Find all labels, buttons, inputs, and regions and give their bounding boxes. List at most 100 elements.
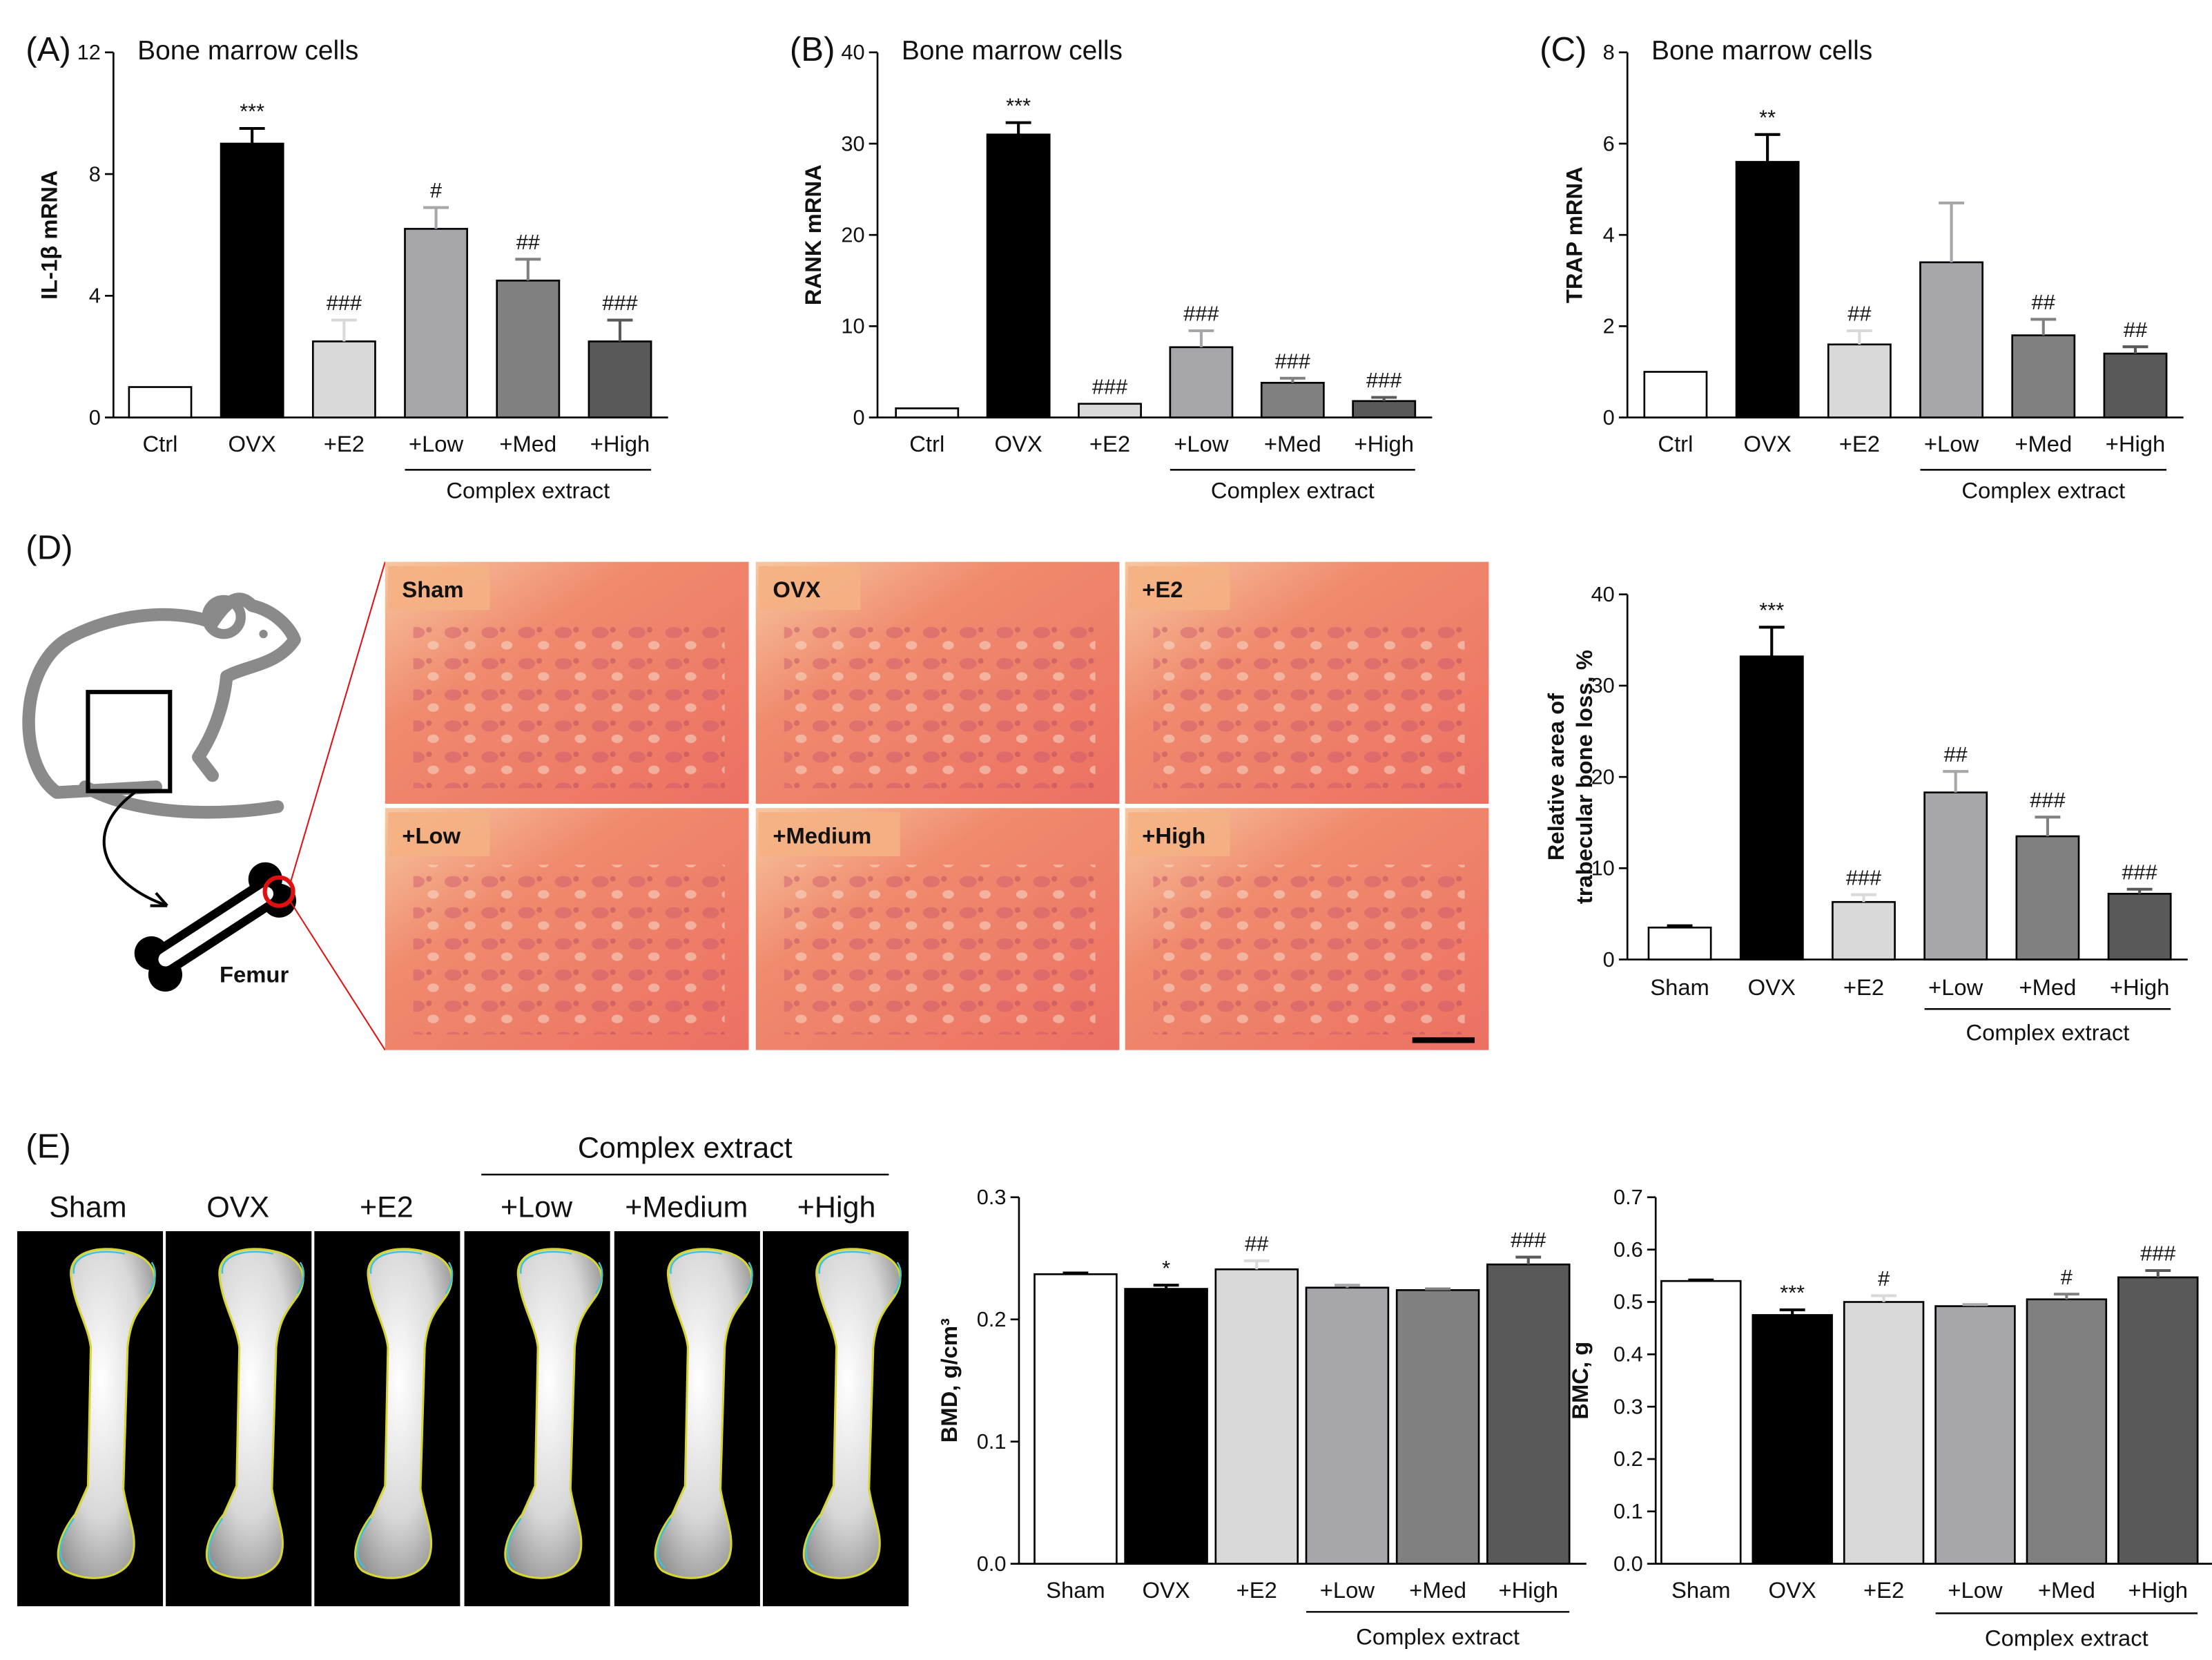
bar: [404, 228, 469, 418]
mouse-eye: [259, 630, 268, 639]
significance-label: ###: [1092, 374, 1127, 398]
bar: [2103, 352, 2168, 418]
image-label: Sham: [49, 1191, 126, 1224]
significance-label: ##: [1944, 742, 1968, 766]
group-label: Complex extract: [1211, 477, 1375, 503]
bar-chart: 0 10 20 30 40(B) Bone marrow cells RANK mRNA Ct…: [790, 30, 1433, 503]
histology-image: +E2: [1125, 561, 1489, 804]
x-tick-label: +Med: [1264, 431, 1321, 456]
significance-label: ##: [516, 230, 540, 254]
significance-label: ###: [1511, 1228, 1546, 1252]
x-tick-label: +High: [2106, 431, 2166, 456]
significance-label: ##: [2124, 318, 2147, 342]
error-bar: [1188, 329, 1214, 347]
y-tick-label: 0.5: [1613, 1290, 1643, 1314]
image-label: +Low: [402, 822, 460, 848]
x-tick-label: +Low: [409, 431, 464, 456]
y-axis-label: IL-1β mRNA: [36, 170, 61, 300]
x-tick-label: Ctrl: [142, 431, 177, 456]
bar: [2117, 1276, 2199, 1565]
error-bar: [1758, 626, 1785, 657]
significance-label: ***: [1759, 598, 1784, 622]
y-tick-label: 0.1: [1613, 1499, 1643, 1523]
image-label: +Low: [501, 1191, 573, 1224]
schematic: Femur (D): [22, 529, 386, 1051]
error-bar: [1515, 1255, 1542, 1265]
x-tick-label: +Med: [2019, 974, 2076, 1000]
significance-label: ##: [1847, 302, 1871, 326]
significance-label: ###: [2122, 860, 2157, 884]
bar: [1034, 1273, 1118, 1565]
marrow-texture: [413, 618, 725, 789]
histology-image: OVX: [755, 561, 1120, 804]
dxa-image: +Low: [464, 1191, 610, 1607]
y-tick-label: 0: [89, 405, 101, 430]
y-axis-label: BMC, g: [1567, 1342, 1593, 1420]
significance-label: ##: [2032, 290, 2055, 314]
bar: [1643, 371, 1708, 418]
bar: [2107, 893, 2172, 961]
bar: [588, 340, 652, 418]
charts: 0 4 8 12(A) Bone marrow cells IL-1β mRNA Ctrl *…: [26, 30, 2212, 1651]
y-tick-label: 8: [1603, 40, 1615, 64]
x-tick-label: +E2: [324, 431, 365, 456]
image-label: +High: [797, 1191, 876, 1224]
label-box: [758, 812, 900, 856]
x-tick-label: OVX: [229, 431, 276, 456]
bar: [1395, 1289, 1480, 1565]
error-bar: [1779, 1308, 1805, 1315]
error-bar: [1279, 376, 1306, 383]
chart-title: Bone marrow cells: [1651, 36, 1872, 66]
y-axis-label: RANK mRNA: [800, 164, 826, 305]
significance-label: ###: [2030, 788, 2065, 812]
bar: [895, 407, 960, 418]
bar: [2015, 835, 2080, 961]
bar-chart: 0 10 20 30 40 Relative area of trabecular bone…: [1543, 582, 2188, 1045]
y-tick-label: 0.4: [1613, 1342, 1643, 1367]
y-tick-label: 30: [1591, 673, 1615, 697]
histology-image: +Low: [385, 808, 749, 1050]
significance-label: ***: [1780, 1281, 1805, 1305]
significance-label: #: [430, 178, 442, 202]
bar: [1752, 1314, 1833, 1565]
region-box: [86, 690, 173, 793]
x-tick-label: Ctrl: [1658, 431, 1693, 456]
dxa-images: (E) Complex extract Sham OVX +E2 +Low +Mediu…: [17, 1127, 909, 1607]
significance-label: #: [1878, 1266, 1890, 1291]
dxa-image: +E2: [314, 1191, 460, 1607]
bar: [1260, 382, 1325, 418]
marrow-texture: [1153, 618, 1465, 789]
bar: [1923, 791, 1988, 961]
bar: [1739, 655, 1804, 961]
x-tick-label: OVX: [995, 431, 1042, 456]
dxa-image: +Medium: [614, 1191, 760, 1607]
x-tick-label: OVX: [1748, 974, 1796, 1000]
bar: [1919, 261, 1983, 418]
y-tick-label: 8: [89, 162, 101, 186]
panel-label: (D): [26, 529, 72, 567]
x-tick-label: OVX: [1769, 1577, 1816, 1603]
y-tick-label: 20: [1591, 764, 1615, 789]
marrow-texture: [1153, 865, 1465, 1035]
significance-label: ###: [1846, 865, 1881, 889]
y-tick-label: 0: [1603, 947, 1615, 972]
marrow-texture: [784, 618, 1096, 789]
significance-label: ###: [602, 291, 637, 315]
error-bar: [2030, 318, 2057, 336]
error-bar: [1943, 770, 1969, 793]
bar: [220, 142, 284, 418]
y-tick-label: 0.3: [1613, 1394, 1643, 1418]
label-box: [1127, 566, 1230, 610]
y-tick-label: 0: [853, 405, 864, 430]
bar: [1843, 1301, 1925, 1565]
bar: [128, 386, 193, 418]
error-bar: [515, 258, 541, 281]
histology-image: +High: [1125, 808, 1489, 1050]
bar-chart: 0 4 8 12(A) Bone marrow cells IL-1β mRNA Ctrl *…: [26, 30, 668, 503]
label-box: [758, 566, 861, 610]
error-bar: [1063, 1271, 1089, 1275]
error-bar: [1962, 1303, 1988, 1306]
group-label: Complex extract: [1961, 477, 2125, 503]
